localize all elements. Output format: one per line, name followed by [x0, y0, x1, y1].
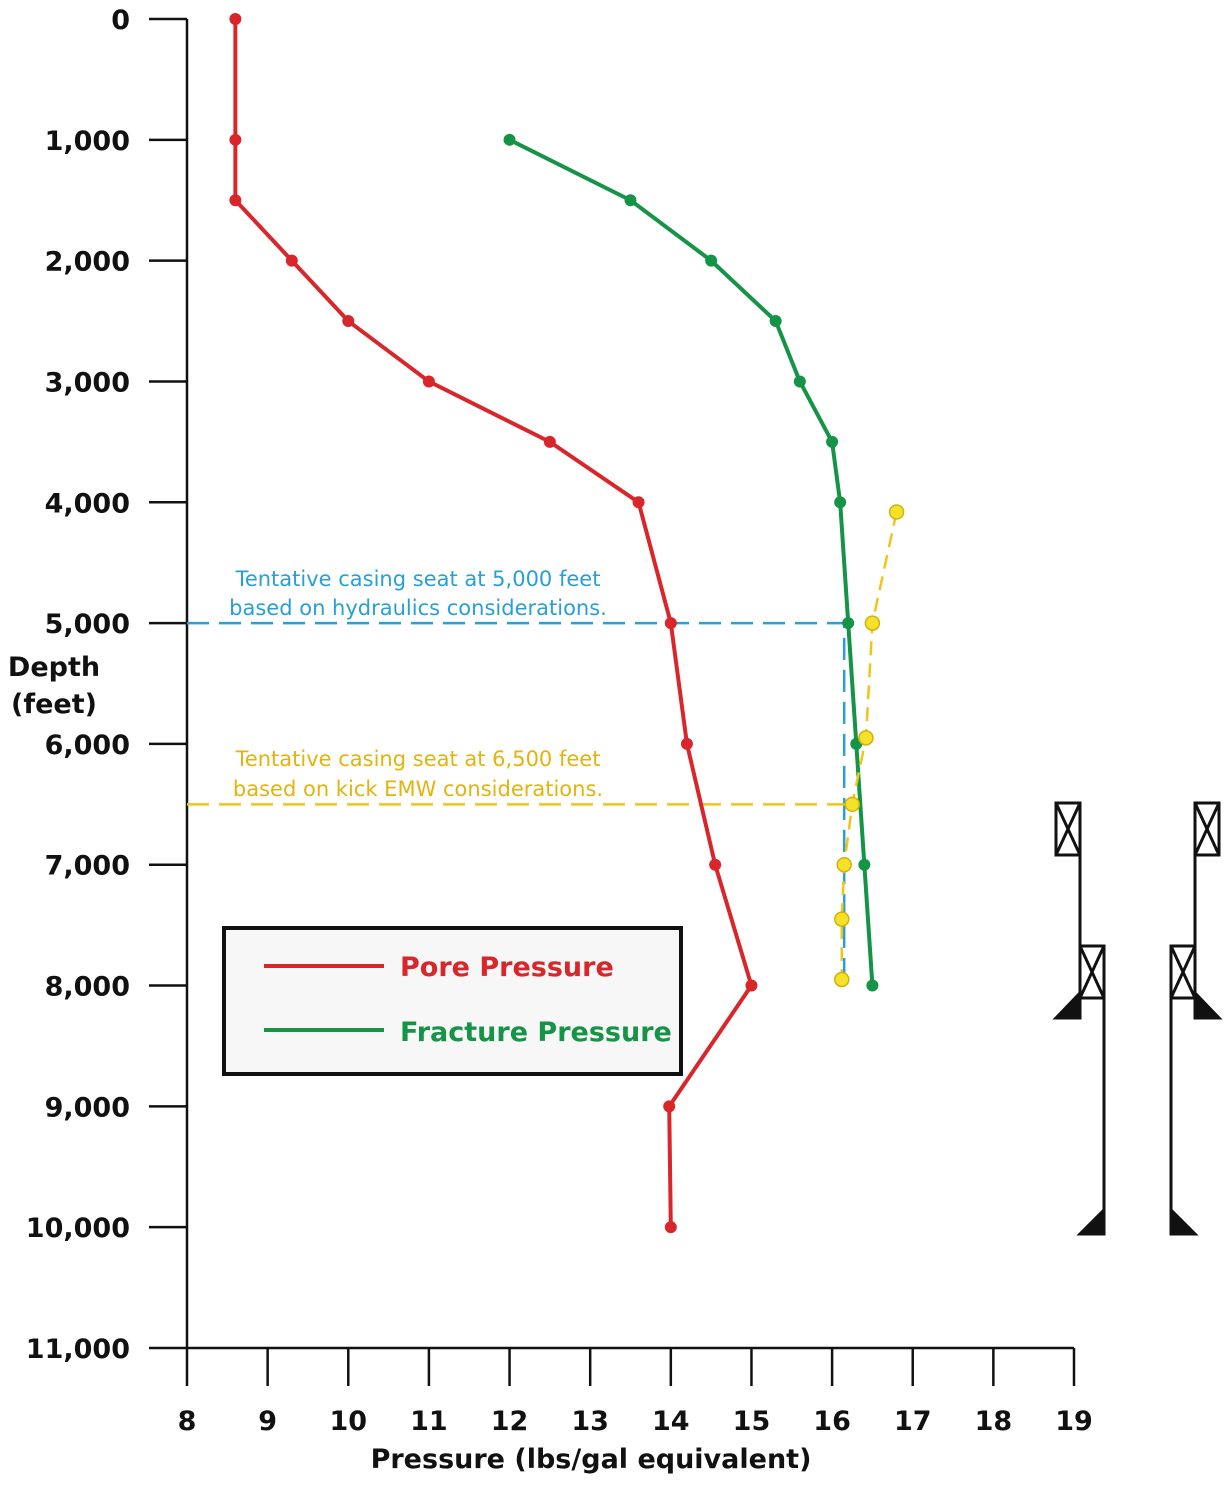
x-tick-label: 17: [894, 1406, 932, 1437]
y-tick-label: 3,000: [45, 367, 130, 398]
legend-box: [222, 926, 683, 1076]
series-fracture-pressure-point: [834, 496, 847, 509]
series-layer: [229, 13, 905, 1234]
series-fracture-pressure-point: [769, 315, 782, 328]
legend: Pore Pressure Fracture Pressure: [222, 926, 683, 1076]
series-pore-pressure-point: [745, 979, 758, 992]
series-kick-emw-point: [864, 615, 881, 631]
y-tick-label: 6,000: [45, 730, 130, 761]
casing-left-inner-hanger-x2: [1078, 945, 1106, 999]
y-tick-label: 11,000: [26, 1334, 130, 1365]
series-pore-pressure-point: [664, 617, 677, 630]
series-fracture-pressure-point: [705, 254, 718, 267]
series-fracture-pressure: [503, 133, 879, 992]
legend-label-pore: Pore Pressure: [400, 952, 614, 983]
series-pore-pressure-point: [229, 13, 242, 25]
x-tick-label: 8: [178, 1406, 197, 1437]
series-kick-emw: [834, 504, 905, 988]
series-kick-emw-point: [834, 911, 850, 927]
annotation-kick-line1: Tentative casing seat at 6,500 feet: [235, 747, 601, 771]
series-fracture-pressure-point: [826, 435, 839, 448]
casing-left-outer-shoe: [1052, 989, 1082, 1020]
casing-schematic: [1052, 801, 1223, 1236]
series-fracture-pressure-point: [842, 617, 855, 630]
casing-left-inner-hanger: [1078, 944, 1106, 1000]
annotation-kick-line2: based on kick EMW considerations.: [233, 777, 603, 801]
x-tick-label: 15: [733, 1406, 771, 1437]
y-tick-label: 8,000: [45, 972, 130, 1003]
x-tick-label: 11: [410, 1406, 448, 1437]
annotation-hydraulics-line2: based on hydraulics considerations.: [229, 596, 607, 620]
series-kick-emw-point: [834, 971, 850, 988]
x-tick-label: 19: [1055, 1406, 1093, 1437]
casing-left-inner-shoe: [1076, 1206, 1106, 1236]
series-pore-pressure-point: [632, 496, 645, 509]
series-pore-pressure-point: [422, 375, 435, 388]
y-tick-label: 0: [111, 5, 130, 36]
series-kick-emw-point: [844, 796, 860, 813]
series-fracture-pressure-point: [503, 133, 516, 146]
series-kick-emw-point: [836, 856, 852, 873]
casing-left-outer-hanger-x2: [1054, 802, 1082, 856]
tick-labels: 0 1,000 2,000 3,000 4,000 5,000 6,000 7,000 8,00…: [26, 5, 1093, 1437]
casing-right-outer-hanger-x2: [1193, 802, 1221, 856]
x-tick-label: 12: [491, 1406, 529, 1437]
series-kick-emw-point: [888, 504, 905, 520]
series-pore-pressure-point: [543, 435, 556, 448]
casing-right-inner-hanger: [1169, 944, 1197, 1000]
casing-right-inner-hanger-x2: [1169, 945, 1197, 999]
series-fracture-pressure-point: [793, 375, 806, 388]
series-fracture-pressure-point: [866, 979, 879, 992]
y-tick-label: 9,000: [45, 1092, 130, 1123]
x-tick-label: 16: [813, 1406, 851, 1437]
series-pore-pressure-point: [680, 737, 693, 750]
casing-right-inner-shoe: [1169, 1206, 1199, 1236]
y-axis-title-line2: (feet): [11, 689, 97, 720]
y-tick-label: 1,000: [45, 126, 130, 157]
series-pore-pressure-point: [229, 133, 242, 146]
y-tick-label: 2,000: [45, 247, 130, 278]
series-fracture-pressure-point: [858, 858, 871, 871]
y-tick-label: 5,000: [45, 609, 130, 640]
y-tick-label: 7,000: [45, 851, 130, 882]
annotation-hydraulics-line1: Tentative casing seat at 5,000 feet: [235, 567, 601, 591]
series-pore-pressure-point: [229, 194, 242, 207]
x-tick-label: 9: [258, 1406, 277, 1437]
x-tick-label: 13: [571, 1406, 609, 1437]
casing-right-outer-hanger: [1193, 801, 1221, 857]
x-tick-label: 18: [975, 1406, 1013, 1437]
x-tick-label: 14: [652, 1406, 690, 1437]
series-pore-pressure-point: [709, 858, 722, 871]
series-fracture-pressure-line: [508, 138, 875, 986]
series-kick-emw-point: [858, 730, 874, 746]
series-pore-pressure: [229, 13, 758, 1234]
legend-label-fracture: Fracture Pressure: [400, 1017, 672, 1048]
casing-left-outer-hanger: [1054, 801, 1082, 857]
series-pore-pressure-point: [664, 1221, 677, 1234]
series-pore-pressure-point: [663, 1100, 676, 1113]
axes: [149, 17, 1076, 1386]
series-pore-pressure-line: [233, 19, 754, 1228]
series-pore-pressure-point: [342, 315, 355, 328]
casing-right-outer-shoe: [1193, 989, 1223, 1020]
x-tick-label: 10: [329, 1406, 367, 1437]
series-pore-pressure-point: [285, 254, 298, 267]
y-axis-title-line1: Depth: [8, 652, 100, 683]
x-axis-title: Pressure (lbs/gal equivalent): [371, 1444, 812, 1475]
y-tick-label: 10,000: [26, 1213, 130, 1244]
series-fracture-pressure-point: [624, 194, 637, 207]
y-tick-label: 4,000: [45, 488, 130, 519]
